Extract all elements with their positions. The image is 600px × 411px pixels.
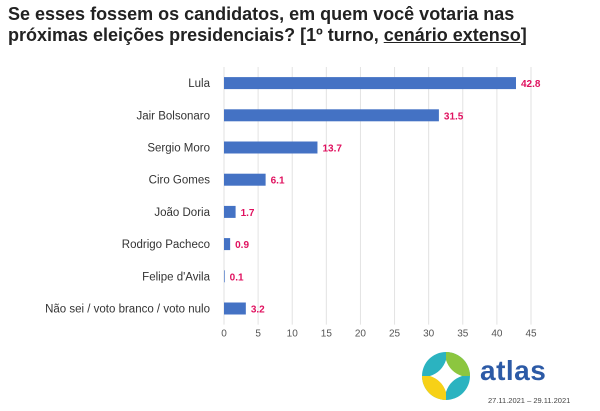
chart-title: Se esses fossem os candidatos, em quem v… bbox=[8, 4, 596, 46]
atlas-logo-icon bbox=[422, 352, 470, 400]
x-tick-label: 20 bbox=[355, 329, 367, 340]
bar bbox=[224, 270, 225, 283]
data-label: 0.9 bbox=[235, 240, 249, 251]
title-text: Se esses fossem os candidatos, em quem v… bbox=[8, 4, 515, 45]
bar-chart: 0 5 10 15 20 25 30 35 40 45 Lula 42.8 Jair Bolsonaro… bbox=[45, 67, 541, 340]
data-label: 6.1 bbox=[271, 176, 285, 187]
x-tick-label: 30 bbox=[423, 329, 435, 340]
survey-date: 27.11.2021 – 29.11.2021 bbox=[488, 396, 571, 405]
x-tick-label: 35 bbox=[457, 329, 469, 340]
x-tick-label: 10 bbox=[287, 329, 299, 340]
category-label: Não sei / voto branco / voto nulo bbox=[45, 304, 210, 316]
category-label: Felipe d'Avila bbox=[142, 271, 210, 283]
category-label: João Doria bbox=[154, 207, 210, 219]
bar bbox=[224, 173, 266, 186]
category-label: Rodrigo Pacheco bbox=[122, 239, 210, 251]
bar bbox=[224, 77, 516, 90]
bar bbox=[224, 141, 318, 154]
category-label: Ciro Gomes bbox=[149, 175, 211, 187]
x-tick-label: 0 bbox=[221, 329, 227, 340]
x-tick-label: 15 bbox=[321, 329, 333, 340]
bar bbox=[224, 238, 231, 251]
title-scenario: cenário extenso bbox=[383, 25, 521, 45]
data-label: 31.5 bbox=[444, 111, 464, 122]
data-label: 13.7 bbox=[322, 144, 342, 155]
data-label: 3.2 bbox=[251, 305, 265, 316]
bar bbox=[224, 109, 439, 122]
x-tick-label: 25 bbox=[389, 329, 401, 340]
brand-name: atlas bbox=[480, 355, 547, 386]
title-close: ] bbox=[520, 25, 527, 45]
data-label: 42.8 bbox=[521, 79, 541, 90]
bar bbox=[224, 302, 246, 315]
category-label: Lula bbox=[188, 78, 210, 90]
bar bbox=[224, 205, 236, 218]
data-label: 1.7 bbox=[241, 208, 255, 219]
category-label: Sergio Moro bbox=[147, 143, 210, 155]
x-tick-label: 5 bbox=[255, 329, 261, 340]
x-tick-label: 45 bbox=[525, 329, 537, 340]
x-tick-label: 40 bbox=[491, 329, 503, 340]
data-label: 0.1 bbox=[230, 272, 244, 283]
category-label: Jair Bolsonaro bbox=[136, 110, 210, 122]
